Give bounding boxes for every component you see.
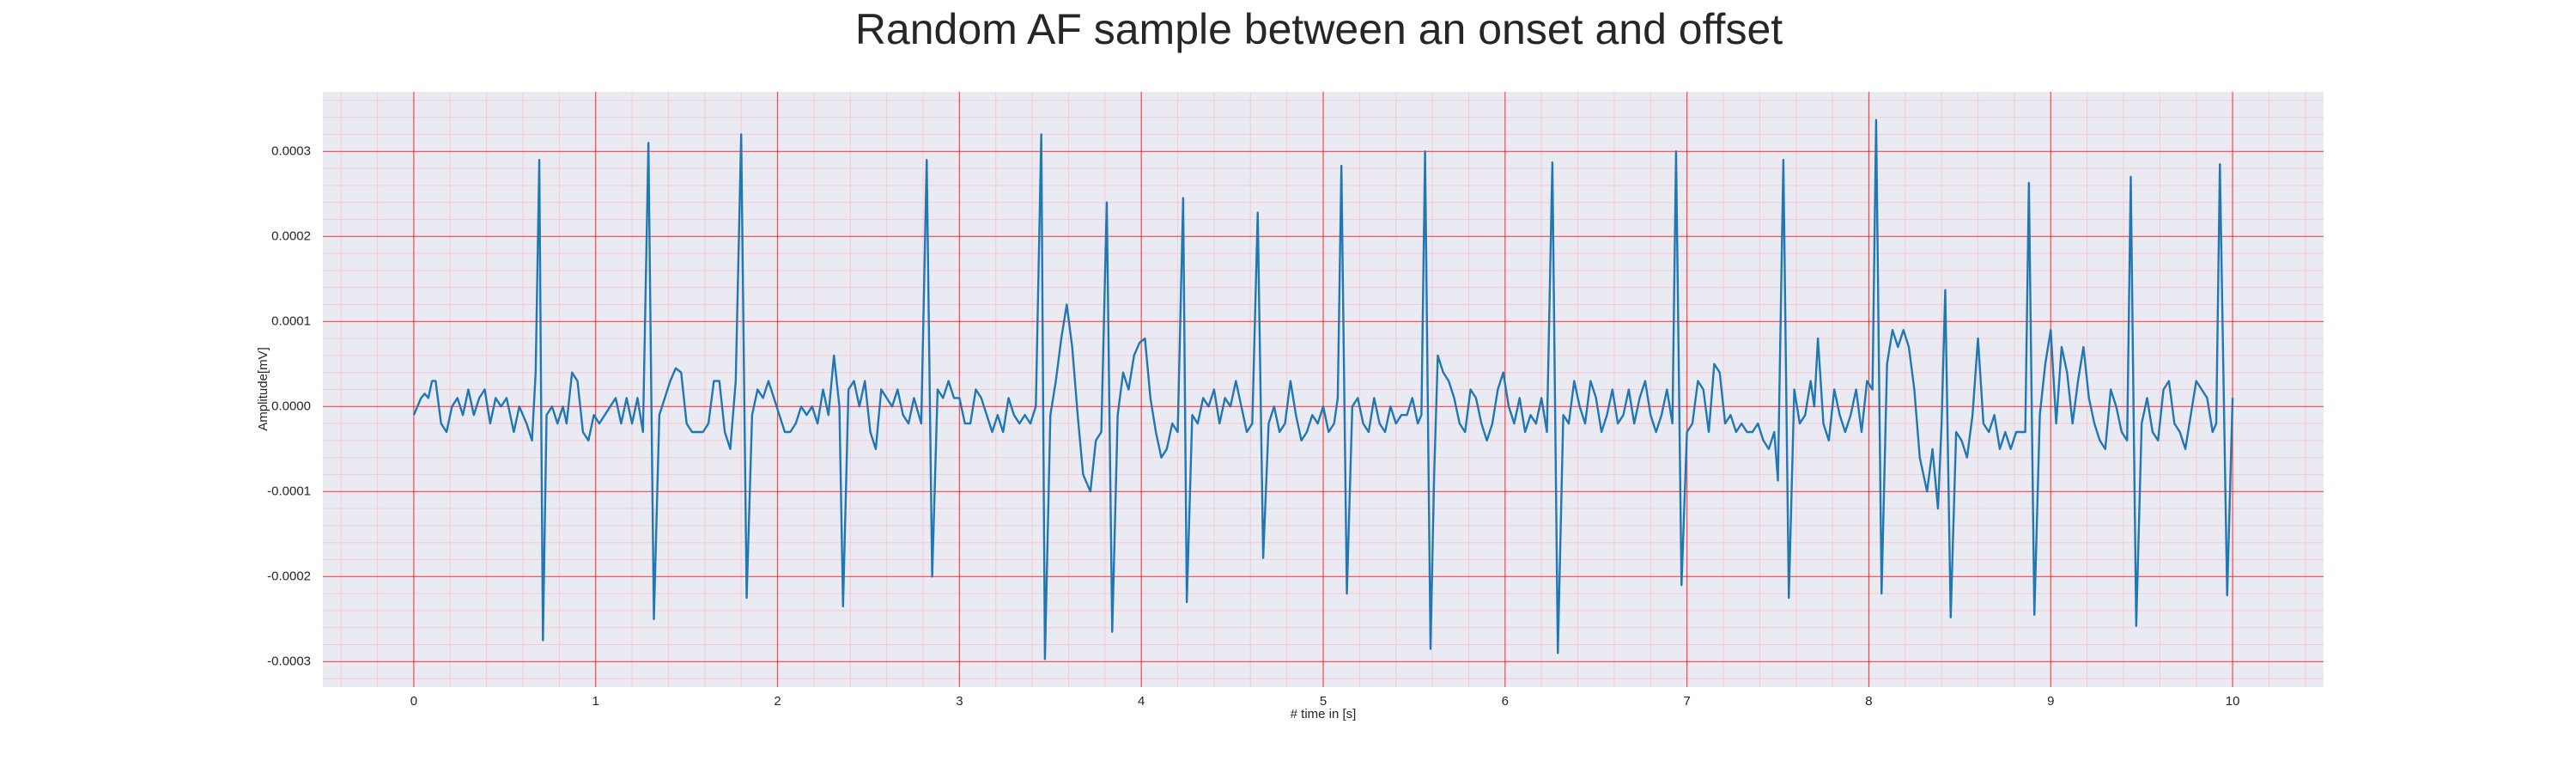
x-tick-label: 3	[956, 694, 963, 709]
y-tick-label: 0.0000	[271, 399, 311, 413]
x-tick-label: 10	[2226, 694, 2240, 709]
chart-title: Random AF sample between an onset and of…	[855, 5, 1783, 53]
x-axis-label: # time in [s]	[1291, 707, 1357, 721]
y-tick-label: 0.0002	[271, 228, 311, 243]
x-tick-label: 0	[410, 694, 417, 709]
y-tick-label: 0.0001	[271, 313, 311, 328]
x-tick-label: 2	[774, 694, 781, 709]
y-tick-label: -0.0001	[267, 484, 311, 498]
x-tick-label: 9	[2047, 694, 2054, 709]
x-tick-label: 6	[1502, 694, 1509, 709]
y-tick-label: -0.0002	[267, 569, 311, 583]
x-tick-label: 7	[1683, 694, 1690, 709]
y-tick-label: 0.0003	[271, 143, 311, 158]
y-tick-label: -0.0003	[267, 654, 311, 668]
signal-line	[412, 119, 2234, 660]
x-tick-label: 8	[1865, 694, 1872, 709]
y-axis-label: Amplitude[mV]	[256, 347, 270, 431]
x-tick-label: 5	[1320, 694, 1327, 709]
x-tick-label: 1	[592, 694, 599, 709]
x-tick-label: 4	[1138, 694, 1145, 709]
